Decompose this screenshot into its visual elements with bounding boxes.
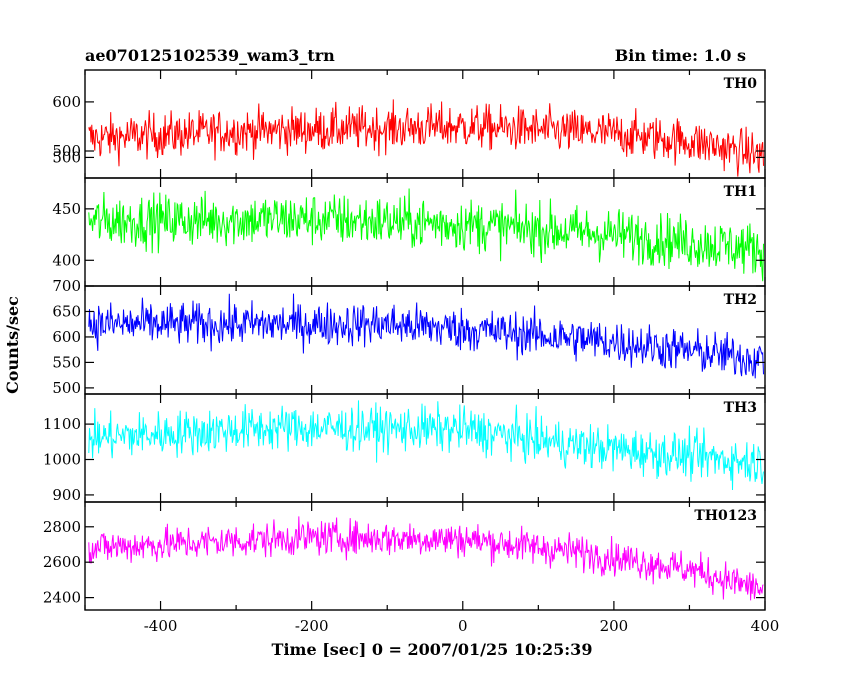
y-tick-label: 900 (52, 486, 81, 504)
bin-time-label: Bin time: 1.0 s (615, 46, 746, 65)
x-tick-label: 0 (458, 617, 468, 635)
x-tick-label: -200 (295, 617, 329, 635)
panel-th3: 900 1000 1100 TH3 (43, 393, 766, 504)
y-tick-label: 1000 (43, 451, 81, 469)
y-axis-label: Counts/sec (3, 296, 22, 394)
series-label-th0123: TH0123 (694, 508, 757, 524)
y-tick-label: 700 (52, 277, 81, 295)
y-tick-label: 2800 (43, 518, 81, 536)
y-tick-label: 550 (52, 353, 81, 371)
series-label-th0: TH0 (724, 76, 758, 92)
series-label-th3: TH3 (724, 400, 757, 416)
y-tick-label: 650 (52, 302, 81, 320)
y-tick-label: 500 (52, 148, 81, 166)
x-tick-label: -400 (144, 617, 178, 635)
x-tick-label: 400 (751, 617, 780, 635)
y-tick-label: 450 (52, 200, 81, 218)
x-axis: -400 -200 0 200 400 (84, 70, 780, 635)
chart-title: ae070125102539_wam3_trn (85, 46, 335, 65)
panel-th0: 500 600 TH0 (52, 69, 766, 179)
panels-group: 500 600 TH0 400 450 500 TH1 500 550 600 650 700 TH2 9… (43, 69, 766, 611)
panel-th0123: 2400 2600 2800 TH0123 (43, 501, 766, 611)
series-line-th2 (88, 293, 764, 379)
y-tick-label: 600 (52, 93, 81, 111)
series-line-th0123 (88, 516, 764, 601)
y-tick-label: 500 (52, 142, 81, 160)
y-tick-label: 400 (52, 251, 81, 269)
series-line-th1 (88, 188, 764, 282)
y-tick-label: 600 (52, 328, 81, 346)
y-tick-label: 500 (52, 379, 81, 397)
panel-frame (84, 69, 766, 179)
series-label-th1: TH1 (724, 184, 757, 200)
y-tick-label: 1100 (43, 415, 81, 433)
series-line-th3 (88, 400, 764, 491)
x-axis-label: Time [sec] 0 = 2007/01/25 10:25:39 (272, 640, 593, 659)
panel-th1: 400 450 500 TH1 (52, 148, 766, 287)
panel-frame (84, 501, 766, 611)
y-tick-label: 2600 (43, 553, 81, 571)
series-label-th2: TH2 (724, 292, 757, 308)
panel-th2: 500 550 600 650 700 TH2 (52, 277, 766, 397)
y-tick-label: 2400 (43, 589, 81, 607)
series-line-th0 (88, 99, 764, 177)
x-tick-label: 200 (600, 617, 629, 635)
